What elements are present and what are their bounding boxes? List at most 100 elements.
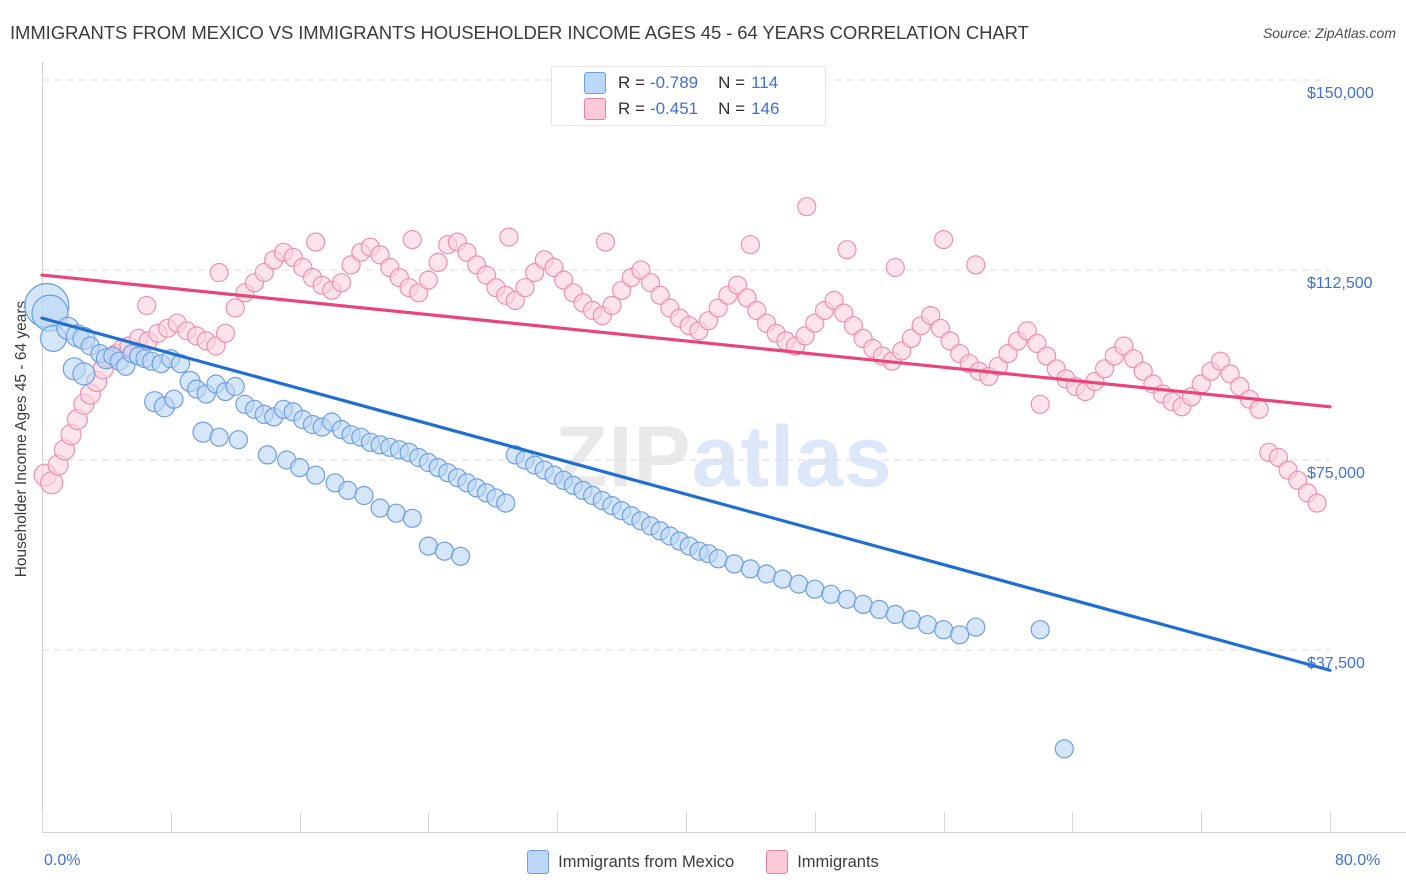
data-point [679,536,699,556]
data-point [386,503,406,523]
data-point [869,599,889,620]
data-point [1030,394,1050,414]
legend-swatch-mexico [527,850,550,874]
data-point [60,424,82,446]
data-point [39,324,67,352]
legend-label-immigrants: Immigrants [797,852,879,871]
trendline-mexico [40,316,1332,672]
data-point [138,331,158,351]
legend-item-immigrants[interactable]: Immigrants [766,850,879,874]
y-axis-tick-label: $75,000 [1307,465,1365,482]
data-point [402,230,422,250]
data-point [228,430,248,450]
data-point [950,344,970,364]
data-point [119,336,139,356]
data-point [244,399,265,419]
data-point [322,280,342,300]
data-point [418,270,438,290]
data-point [544,465,564,485]
n-label-blue: N = [718,73,746,92]
data-point [505,290,525,310]
x-axis-tick [1201,812,1203,832]
data-point [306,232,326,252]
data-point [438,463,458,483]
data-point [966,617,986,637]
data-point [592,306,612,326]
n-value-pink: 146 [751,99,780,118]
data-point [399,442,419,462]
data-point [1056,369,1076,389]
data-point [969,361,989,381]
data-point [1288,470,1308,490]
data-point [1278,460,1298,480]
data-point [254,262,274,283]
data-point [1094,359,1115,379]
data-point [795,326,815,346]
data-point [797,197,817,217]
data-point [933,230,954,250]
data-point [611,501,632,521]
data-point [595,232,616,252]
data-point [821,584,841,604]
data-point [103,346,123,366]
data-point [966,255,986,275]
data-point [457,242,477,262]
data-point [592,490,612,511]
data-point [90,344,110,364]
legend-swatch-immigrants [766,850,789,874]
data-point [1017,321,1037,341]
data-point [640,516,661,536]
data-point [73,393,95,415]
data-point [434,541,455,561]
data-point [1162,392,1182,412]
data-point [225,298,245,318]
data-point [1249,399,1269,419]
data-point [331,420,352,440]
data-point [853,328,873,348]
data-point [129,328,149,348]
data-point [322,412,342,432]
data-point [153,396,175,418]
data-point [447,232,467,252]
data-point [689,541,709,561]
data-point [1191,374,1211,394]
data-point [698,311,719,331]
data-point [351,427,371,447]
data-point [80,336,100,356]
y-axis-line [42,62,43,832]
x-axis-line [42,832,1406,833]
data-point [959,354,980,374]
data-point [257,445,277,465]
stats-row-blue: R = -0.789 N = 114 [552,70,825,96]
data-point [679,316,699,336]
data-point [737,288,757,308]
data-point [602,295,622,316]
data-point [1259,442,1279,462]
data-point [273,242,294,262]
data-point [206,374,226,394]
data-point [179,370,201,393]
data-point [112,338,133,359]
data-point [380,257,400,278]
data-point [402,508,422,528]
x-axis-tick [170,812,172,832]
data-point [187,326,207,346]
data-point [689,321,709,341]
data-point [177,321,197,341]
data-point [354,485,374,506]
series-mexico [24,282,1074,759]
series-immigrants [33,197,1327,513]
legend-item-immigrants-from-mexico[interactable]: Immigrants from Mexico [527,850,734,874]
data-point [872,346,893,366]
data-point [1297,483,1318,503]
data-point [409,283,429,303]
data-point [370,245,390,265]
watermark: ZIPatlas [555,408,893,507]
x-axis-label-max: 80.0% [1335,852,1381,869]
data-point [351,242,371,262]
source-attribution: Source: ZipAtlas.com [1262,25,1396,41]
data-point [399,278,419,298]
data-point [215,382,236,402]
data-point [418,452,438,473]
